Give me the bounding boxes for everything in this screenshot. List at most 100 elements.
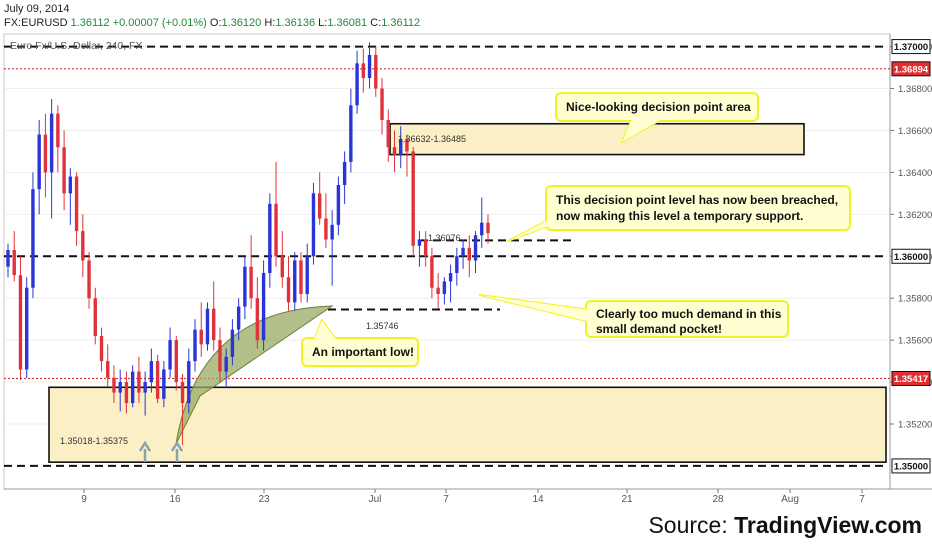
x-tick-label: 28 bbox=[712, 494, 724, 505]
candle-body bbox=[261, 273, 266, 341]
up-arrow-icon bbox=[138, 440, 152, 452]
price-tag bbox=[891, 248, 931, 264]
x-tick-label: 21 bbox=[621, 494, 633, 505]
callout-breached-text: now making this level a temporary suppor… bbox=[556, 209, 803, 223]
candle-body bbox=[280, 256, 284, 278]
candle-body bbox=[448, 273, 453, 282]
candle-body bbox=[49, 113, 54, 173]
candle-body bbox=[6, 249, 10, 267]
candle-body bbox=[455, 256, 459, 274]
low-label: L: bbox=[318, 17, 328, 29]
open-value: 1.36120 bbox=[221, 17, 262, 29]
level-label-upper: 1.36076 bbox=[428, 233, 461, 243]
candle-body bbox=[205, 308, 210, 345]
x-tick-label: 23 bbox=[258, 494, 270, 505]
candle-body bbox=[37, 134, 41, 190]
candle-body bbox=[180, 382, 185, 404]
price-change: +0.00007 (+0.01%) bbox=[112, 17, 207, 29]
open-label: O: bbox=[209, 17, 222, 29]
callout-decision-area-text: Nice-looking decision point area bbox=[566, 100, 751, 114]
candle-body bbox=[374, 54, 378, 89]
candle-body bbox=[236, 306, 241, 330]
candle-body bbox=[43, 134, 48, 173]
candle-body bbox=[336, 184, 341, 225]
candle-body bbox=[299, 260, 303, 294]
y-tick-label: 1.35200 bbox=[898, 420, 932, 431]
candle-body bbox=[324, 218, 328, 240]
candle-body bbox=[473, 235, 478, 261]
candle-body bbox=[392, 147, 397, 156]
candle-body bbox=[305, 256, 309, 294]
candle-body bbox=[423, 239, 428, 257]
x-tick-label: 9 bbox=[81, 494, 87, 505]
candle-body bbox=[249, 266, 253, 299]
candle-body bbox=[212, 308, 216, 341]
candle-body bbox=[342, 161, 347, 185]
zone-label-upper: 1.36632-1.36485 bbox=[398, 134, 466, 144]
candle-body bbox=[405, 138, 409, 152]
candle-body bbox=[411, 151, 415, 246]
callout-decision-area-pointer-fill bbox=[622, 119, 662, 142]
candle-body bbox=[399, 138, 403, 156]
candle-body bbox=[87, 260, 91, 299]
candle-body bbox=[330, 224, 334, 240]
candle-body bbox=[417, 239, 422, 246]
candle-body bbox=[230, 329, 235, 357]
candle-body bbox=[224, 356, 228, 372]
price-tag-label: 1.35000 bbox=[894, 461, 928, 472]
candle-body bbox=[81, 231, 85, 261]
y-tick-label: 1.36400 bbox=[898, 168, 932, 179]
candle-body bbox=[168, 340, 172, 370]
price-tag-label: 1.36894 bbox=[894, 64, 929, 75]
last-price: 1.36112 bbox=[70, 17, 110, 29]
price-tag bbox=[891, 371, 931, 386]
level-label-lower: 1.35746 bbox=[366, 321, 399, 331]
candle-body bbox=[124, 382, 129, 404]
candle-body bbox=[149, 361, 154, 383]
x-tick-label: 7 bbox=[443, 494, 449, 505]
candle-body bbox=[380, 88, 384, 120]
candles bbox=[6, 42, 490, 445]
candle-body bbox=[137, 371, 141, 393]
candle-body bbox=[162, 369, 166, 399]
candle-body bbox=[31, 189, 35, 288]
candle-body bbox=[442, 281, 447, 294]
price-tag-label: 1.36000 bbox=[894, 252, 928, 263]
price-axis: 1.352001.354001.356001.358001.360001.362… bbox=[890, 39, 932, 474]
candle-body bbox=[436, 287, 440, 294]
candle-body bbox=[274, 203, 278, 257]
candle-body bbox=[430, 256, 434, 288]
candle-body bbox=[25, 287, 29, 370]
candle-body bbox=[106, 361, 110, 378]
price-tag bbox=[891, 61, 931, 77]
candle-body bbox=[386, 119, 390, 148]
source-credit: Source: TradingView.com bbox=[648, 512, 922, 539]
quote-line: FX:EURUSD 1.36112 +0.00007 (+0.01%) O:1.… bbox=[4, 17, 420, 29]
chart-date: July 09, 2014 bbox=[4, 3, 70, 15]
y-tick-label: 1.35600 bbox=[898, 336, 932, 347]
candle-body bbox=[155, 361, 160, 399]
supply-demand-zone bbox=[389, 122, 805, 156]
candle-body bbox=[293, 260, 297, 303]
x-tick-label: 14 bbox=[532, 494, 544, 505]
candle-body bbox=[62, 147, 66, 194]
candle-body bbox=[18, 275, 23, 370]
candle-body bbox=[286, 277, 291, 303]
source-brand: TradingView.com bbox=[734, 512, 922, 538]
candle-body bbox=[311, 193, 316, 257]
candle-body bbox=[349, 105, 353, 162]
callout-breached-text: This decision point level has now been b… bbox=[556, 193, 838, 207]
candle-body bbox=[118, 382, 122, 393]
candle-body bbox=[112, 377, 116, 393]
candle-body bbox=[367, 54, 372, 79]
callout-demand-pocket-text: small demand pocket! bbox=[596, 322, 722, 336]
candle-body bbox=[74, 176, 79, 232]
zone-label-lower: 1.35018-1.35375 bbox=[60, 436, 128, 446]
candle-body bbox=[243, 266, 247, 307]
price-tag-label: 1.35417 bbox=[894, 374, 928, 385]
time-axis: 9 16 23 Jul 7 14 21 28 Aug 7 bbox=[81, 489, 865, 505]
candle-body bbox=[268, 203, 272, 274]
high-label: H: bbox=[264, 17, 276, 29]
price-tag bbox=[891, 458, 931, 474]
